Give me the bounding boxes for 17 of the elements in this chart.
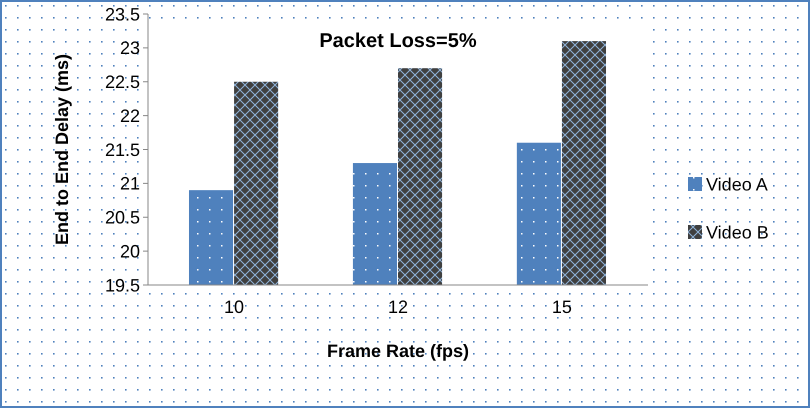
y-axis-title: End to End Delay (ms) — [52, 54, 72, 246]
text: Packet Loss=5% — [319, 30, 477, 52]
y-tick-label: 23 — [120, 38, 140, 58]
y-tick-label: 22.5 — [104, 72, 140, 92]
y-tick-label: 21 — [120, 174, 140, 194]
x-tick-label: 12 — [388, 297, 408, 317]
y-tick-label: 20 — [120, 241, 140, 262]
y-tick-label: 21.5 — [104, 140, 140, 160]
x-tick-label: 15 — [552, 297, 572, 317]
x-tick-label: 10 — [224, 297, 244, 317]
legend-label: Video A — [706, 174, 768, 194]
y-tick-label: 23.5 — [104, 4, 140, 24]
y-tick-label: 19.5 — [104, 275, 140, 296]
x-axis-title: Frame Rate (fps) — [326, 341, 470, 361]
y-tick-label: 20.5 — [104, 208, 140, 228]
y-tick-label: 22 — [120, 106, 140, 126]
legend-label: Video B — [706, 222, 769, 242]
